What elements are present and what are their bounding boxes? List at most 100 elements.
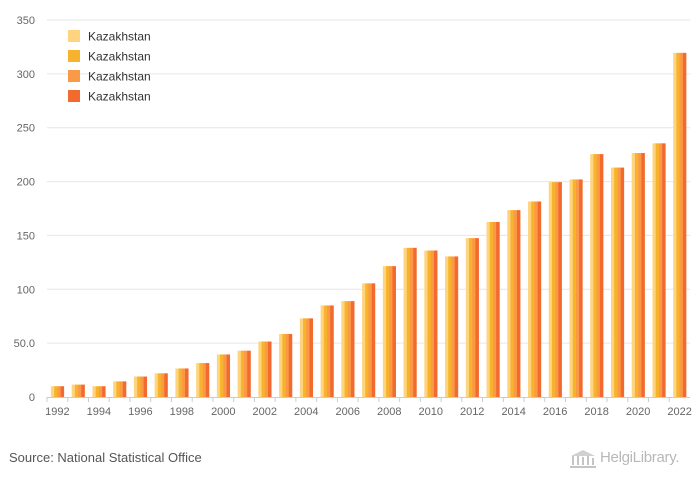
bar-1995-series-1[interactable]	[113, 381, 117, 397]
bar-2014-series-3[interactable]	[513, 210, 518, 397]
bar-2006-series-2[interactable]	[344, 301, 349, 397]
legend-item-2[interactable]: Kazakhstan	[68, 50, 151, 64]
legend-item-4[interactable]: Kazakhstan	[68, 90, 151, 104]
bar-2014-series-2[interactable]	[510, 210, 514, 397]
bar-2019-series-3[interactable]	[617, 167, 621, 397]
bar-2014-series-1[interactable]	[507, 210, 511, 397]
bar-2003-series-1[interactable]	[279, 333, 283, 397]
bar-2020-series-4[interactable]	[641, 153, 645, 397]
bar-2022-series-4[interactable]	[682, 52, 687, 398]
bar-1993-series-4[interactable]	[81, 384, 85, 397]
bar-1997-series-4[interactable]	[164, 373, 168, 397]
bar-2007-series-4[interactable]	[371, 283, 376, 397]
bar-2010-series-1[interactable]	[424, 250, 428, 397]
bar-2006-series-3[interactable]	[347, 301, 352, 397]
bar-2017-series-1[interactable]	[569, 179, 574, 397]
bar-1996-series-1[interactable]	[133, 376, 138, 397]
brand-logo[interactable]: HelgiLibrary.	[568, 447, 692, 471]
bar-2001-series-3[interactable]	[244, 350, 248, 397]
bar-2013-series-3[interactable]	[492, 221, 497, 397]
bar-2016-series-1[interactable]	[548, 182, 553, 397]
bar-2018-series-2[interactable]	[593, 154, 597, 397]
bar-2013-series-4[interactable]	[496, 221, 500, 397]
bar-1994-series-2[interactable]	[95, 386, 100, 397]
bar-2014-series-4[interactable]	[516, 210, 521, 397]
bar-2003-series-2[interactable]	[282, 333, 286, 397]
bar-2019-series-2[interactable]	[614, 167, 618, 397]
bar-1998-series-4[interactable]	[185, 368, 189, 397]
bar-2017-series-3[interactable]	[575, 179, 580, 397]
bar-2003-series-4[interactable]	[288, 333, 293, 397]
bar-2007-series-3[interactable]	[368, 283, 373, 397]
bar-1999-series-4[interactable]	[205, 363, 210, 397]
bar-2003-series-3[interactable]	[285, 333, 290, 397]
bar-2019-series-4[interactable]	[620, 167, 625, 397]
bar-2018-series-4[interactable]	[599, 154, 604, 397]
bar-2002-series-2[interactable]	[261, 341, 266, 397]
bar-1996-series-3[interactable]	[140, 376, 144, 397]
bar-1999-series-1[interactable]	[196, 363, 200, 397]
bar-1999-series-2[interactable]	[199, 363, 203, 397]
bar-2010-series-2[interactable]	[427, 250, 432, 397]
bar-1992-series-3[interactable]	[57, 386, 61, 397]
bar-2020-series-1[interactable]	[631, 153, 636, 397]
bar-2019-series-1[interactable]	[610, 167, 615, 397]
bar-1998-series-2[interactable]	[178, 368, 183, 397]
bar-2015-series-4[interactable]	[537, 201, 542, 397]
bar-1992-series-4[interactable]	[60, 386, 65, 397]
bar-2005-series-2[interactable]	[323, 305, 328, 397]
bar-2010-series-3[interactable]	[430, 250, 435, 397]
bar-2000-series-1[interactable]	[216, 354, 221, 397]
bar-2015-series-2[interactable]	[531, 201, 535, 397]
bar-2013-series-2[interactable]	[489, 221, 494, 397]
bar-2000-series-3[interactable]	[223, 354, 227, 397]
bar-2015-series-1[interactable]	[528, 201, 532, 397]
bar-2001-series-2[interactable]	[240, 350, 245, 397]
bar-1995-series-4[interactable]	[122, 381, 127, 397]
bar-2002-series-1[interactable]	[258, 341, 262, 397]
bar-2009-series-2[interactable]	[406, 247, 411, 397]
bar-2016-series-3[interactable]	[555, 182, 559, 397]
bar-2006-series-4[interactable]	[350, 301, 355, 397]
bar-2006-series-1[interactable]	[341, 301, 345, 397]
bar-1992-series-1[interactable]	[50, 386, 55, 397]
bar-2008-series-3[interactable]	[389, 266, 393, 397]
bar-1996-series-4[interactable]	[143, 376, 148, 397]
bar-2018-series-3[interactable]	[596, 154, 601, 397]
bar-1998-series-3[interactable]	[181, 368, 186, 397]
bar-2015-series-3[interactable]	[534, 201, 538, 397]
bar-2011-series-2[interactable]	[448, 256, 452, 397]
bar-1994-series-4[interactable]	[102, 386, 106, 397]
bar-1999-series-3[interactable]	[202, 363, 207, 397]
bar-2021-series-3[interactable]	[658, 143, 663, 397]
bar-2001-series-1[interactable]	[237, 350, 242, 397]
bar-2020-series-3[interactable]	[638, 153, 642, 397]
bar-2022-series-2[interactable]	[676, 52, 680, 398]
bar-1994-series-1[interactable]	[92, 386, 96, 397]
bar-2022-series-1[interactable]	[673, 52, 677, 398]
bar-2011-series-1[interactable]	[445, 256, 449, 397]
bar-2022-series-3[interactable]	[679, 52, 684, 398]
bar-2005-series-3[interactable]	[327, 305, 331, 397]
bar-2005-series-4[interactable]	[330, 305, 334, 397]
bar-2011-series-4[interactable]	[454, 256, 459, 397]
bar-2018-series-1[interactable]	[590, 154, 594, 397]
bar-2007-series-2[interactable]	[365, 283, 369, 397]
bar-1998-series-1[interactable]	[175, 368, 179, 397]
bar-2004-series-3[interactable]	[306, 318, 310, 397]
bar-2009-series-1[interactable]	[403, 247, 408, 397]
bar-2021-series-4[interactable]	[662, 143, 666, 397]
bar-2004-series-1[interactable]	[299, 318, 304, 397]
bar-2004-series-2[interactable]	[303, 318, 307, 397]
bar-2007-series-1[interactable]	[362, 283, 366, 397]
legend-item-3[interactable]: Kazakhstan	[68, 70, 151, 84]
bar-2010-series-4[interactable]	[433, 250, 438, 397]
bar-2012-series-2[interactable]	[468, 238, 473, 397]
bar-1997-series-3[interactable]	[161, 373, 165, 397]
bar-2017-series-2[interactable]	[572, 179, 577, 397]
bar-2008-series-1[interactable]	[382, 266, 387, 397]
bar-2012-series-3[interactable]	[472, 238, 476, 397]
bar-2017-series-4[interactable]	[579, 179, 583, 397]
bar-2002-series-4[interactable]	[268, 341, 272, 397]
bar-1996-series-2[interactable]	[137, 376, 141, 397]
